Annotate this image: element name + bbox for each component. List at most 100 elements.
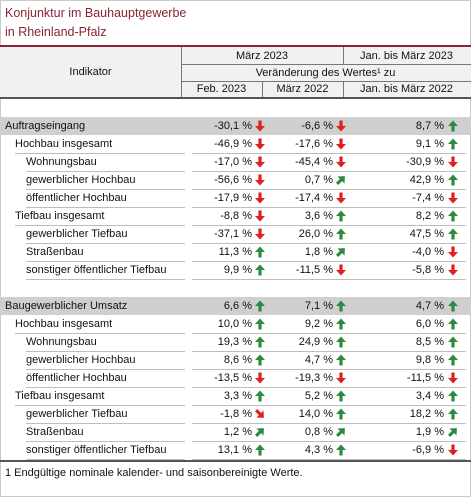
value-cell: 5,2 % [304, 390, 333, 402]
trend-arrow-up-icon [336, 444, 346, 456]
trend-arrow-down-icon [255, 192, 265, 204]
trend-arrow-up-icon [336, 408, 346, 420]
trend-arrow-up-icon [448, 318, 458, 330]
row-separator [26, 351, 185, 352]
trend-arrow-up-icon [448, 120, 458, 132]
table-row: Straßenbau 11,3 % 1,8 % -4,0 % [0, 243, 471, 261]
header-divider [343, 81, 344, 97]
trend-arrow-up-icon [336, 228, 346, 240]
row-label: gewerblicher Tiefbau [26, 408, 128, 420]
table-row: Hochbau insgesamt -46,9 % -17,6 % 9,1 % [0, 135, 471, 153]
trend-arrow-up-right-icon [254, 428, 264, 438]
header-divider [181, 64, 471, 65]
footnote: 1 Endgültige nominale kalender- und sais… [5, 467, 303, 479]
table-row: Wohnungsbau -17,0 % -45,4 % -30,9 % [0, 153, 471, 171]
table-row: öffentlicher Hochbau -17,9 % -17,4 % -7,4 % [0, 189, 471, 207]
trend-arrow-down-icon [336, 156, 346, 168]
row-separator [192, 423, 466, 424]
trend-arrow-down-right-icon [254, 408, 264, 418]
trend-arrow-down-icon [336, 138, 346, 150]
trend-arrow-down-icon [448, 264, 458, 276]
row-separator [192, 459, 466, 460]
value-cell: 4,7 % [304, 354, 333, 366]
value-cell: -19,3 % [295, 372, 333, 384]
value-cell: -56,6 % [214, 174, 252, 186]
table-row: öffentlicher Hochbau -13,5 % -19,3 % -11,5 … [0, 369, 471, 387]
trend-arrow-up-icon [448, 336, 458, 348]
value-cell: 1,8 % [304, 246, 333, 258]
value-cell: -11,5 % [295, 264, 333, 276]
trend-arrow-up-icon [448, 354, 458, 366]
value-cell: 13,1 % [217, 444, 252, 456]
trend-arrow-up-icon [255, 300, 265, 312]
page-title: Konjunktur im Bauhauptgewerbe in Rheinla… [5, 4, 186, 42]
value-cell: 10,0 % [217, 318, 252, 330]
value-cell: 4,7 % [415, 300, 444, 312]
table-row: Straßenbau 1,2 % 0,8 % 1,9 % [0, 423, 471, 441]
value-cell: 11,3 % [218, 246, 252, 258]
trend-arrow-down-icon [255, 120, 265, 132]
table-bottom-rule [0, 460, 471, 462]
section-row: Auftragseingang -30,1 % -6,6 % 8,7 % [0, 117, 471, 135]
value-cell: 9,2 % [304, 318, 333, 330]
trend-arrow-up-icon [255, 264, 265, 276]
row-separator [26, 207, 185, 208]
row-separator [192, 171, 466, 172]
value-cell: -4,0 % [412, 246, 444, 258]
row-label: Baugewerblicher Umsatz [5, 300, 128, 312]
value-cell: 9,9 % [223, 264, 252, 276]
trend-arrow-up-icon [336, 390, 346, 402]
row-separator [26, 189, 185, 190]
table-row: Hochbau insgesamt 10,0 % 9,2 % 6,0 % [0, 315, 471, 333]
value-cell: -17,9 % [214, 192, 252, 204]
row-separator [26, 261, 185, 262]
value-cell: 18,2 % [409, 408, 444, 420]
row-separator [192, 351, 466, 352]
value-cell: -13,5 % [214, 372, 252, 384]
value-cell: -17,0 % [214, 156, 252, 168]
value-cell: 9,8 % [415, 354, 444, 366]
row-label: gewerblicher Hochbau [26, 174, 136, 186]
value-cell: 14,0 % [298, 408, 333, 420]
value-cell: -30,9 % [406, 156, 444, 168]
table-row: gewerblicher Hochbau 8,6 % 4,7 % 9,8 % [0, 351, 471, 369]
row-separator [192, 261, 466, 262]
value-cell: -17,6 % [295, 138, 333, 150]
trend-arrow-up-right-icon [335, 428, 345, 438]
row-separator [26, 459, 185, 460]
row-label: sonstiger öffentlicher Tiefbau [26, 264, 167, 276]
value-cell: 0,7 % [304, 174, 333, 186]
table-row: Tiefbau insgesamt 3,3 % 5,2 % 3,4 % [0, 387, 471, 405]
value-cell: -5,8 % [412, 264, 444, 276]
row-separator [15, 405, 185, 406]
value-cell: -11,5 % [406, 372, 444, 384]
title-rule [0, 45, 471, 47]
row-label: öffentlicher Hochbau [26, 372, 127, 384]
row-label: Straßenbau [26, 246, 84, 258]
trend-arrow-up-icon [255, 390, 265, 402]
table-row: gewerblicher Hochbau -56,6 % 0,7 % 42,9 % [0, 171, 471, 189]
trend-arrow-up-icon [255, 246, 265, 258]
value-cell: -37,1 % [214, 228, 252, 240]
value-cell: 24,9 % [298, 336, 333, 348]
trend-arrow-down-icon [336, 264, 346, 276]
row-separator [26, 423, 185, 424]
row-label: Wohnungsbau [26, 336, 97, 348]
title-line-1: Konjunktur im Bauhauptgewerbe [5, 6, 187, 20]
trend-arrow-down-icon [448, 372, 458, 384]
table-row: sonstiger öffentlicher Tiefbau 13,1 % 4,3 … [0, 441, 471, 459]
row-separator [26, 279, 185, 280]
trend-arrow-up-icon [336, 336, 346, 348]
trend-arrow-up-icon [336, 210, 346, 222]
value-cell: 19,3 % [217, 336, 252, 348]
header-bottom-rule [0, 97, 471, 99]
table-row: gewerblicher Tiefbau -37,1 % 26,0 % 47,5 % [0, 225, 471, 243]
header-divider [262, 81, 263, 97]
row-label: öffentlicher Hochbau [26, 192, 127, 204]
table-header: Indikator März 2023 Jan. bis März 2023 V… [0, 47, 471, 97]
trend-arrow-up-icon [448, 390, 458, 402]
trend-arrow-up-right-icon [335, 176, 345, 186]
trend-arrow-down-icon [255, 210, 265, 222]
value-cell: 9,1 % [415, 138, 444, 150]
value-cell: 7,1 % [304, 300, 333, 312]
